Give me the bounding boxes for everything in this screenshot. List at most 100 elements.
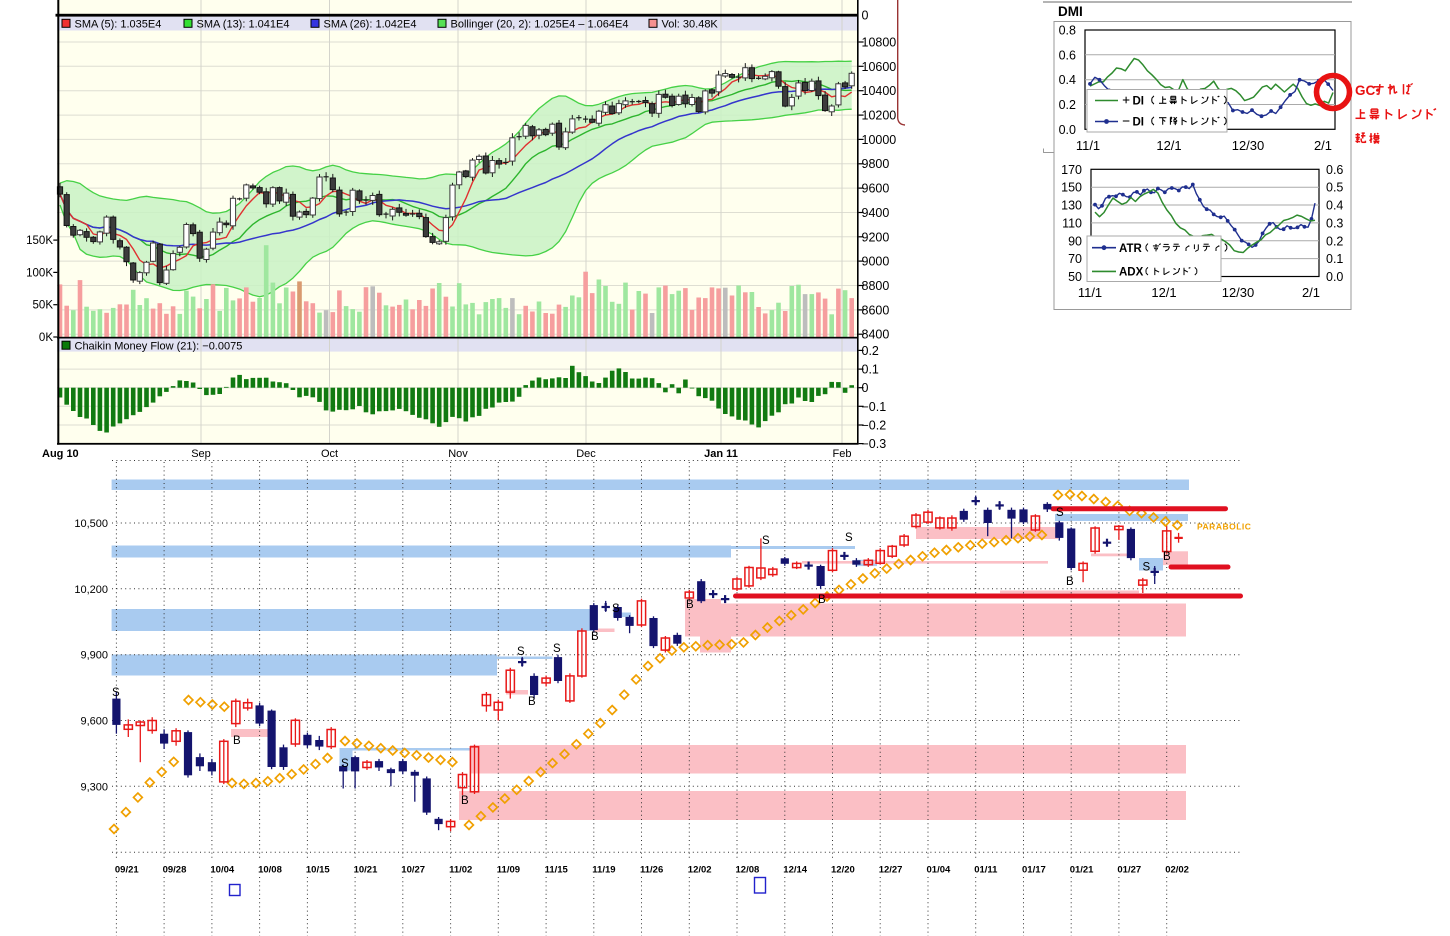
svg-text:0.0: 0.0 — [1059, 123, 1076, 137]
svg-text:0.2: 0.2 — [862, 344, 879, 358]
svg-text:B: B — [591, 631, 599, 643]
svg-text:9,300: 9,300 — [80, 781, 108, 793]
svg-text:10/15: 10/15 — [306, 865, 330, 876]
svg-text:100K: 100K — [26, 267, 53, 279]
svg-text:0.1: 0.1 — [1326, 252, 1343, 266]
svg-text:0.0: 0.0 — [1326, 270, 1343, 284]
svg-text:10400: 10400 — [862, 84, 897, 98]
svg-text:10/08: 10/08 — [258, 865, 282, 876]
svg-text:170: 170 — [1061, 163, 1082, 177]
svg-text:110: 110 — [1062, 216, 1082, 230]
svg-text:10/21: 10/21 — [354, 865, 378, 876]
svg-text:9800: 9800 — [862, 157, 890, 171]
svg-text:01/21: 01/21 — [1070, 865, 1094, 876]
svg-text:12/1: 12/1 — [1156, 138, 1181, 153]
svg-text:0.5: 0.5 — [1326, 181, 1343, 195]
svg-text:01/11: 01/11 — [974, 865, 998, 876]
svg-text:0.1: 0.1 — [862, 363, 879, 377]
svg-text:Bollinger (20, 2): 1.025E4 – 1: Bollinger (20, 2): 1.025E4 – 1.064E4 — [451, 19, 629, 31]
svg-text:0.3: 0.3 — [1326, 216, 1343, 230]
svg-text:SMA (5): 1.035E4: SMA (5): 1.035E4 — [75, 19, 162, 31]
svg-text:Vol: 30.48K: Vol: 30.48K — [662, 19, 719, 31]
svg-text:Dec: Dec — [576, 448, 596, 460]
svg-text:150: 150 — [1061, 181, 1082, 195]
svg-text:11/19: 11/19 — [592, 865, 615, 876]
svg-text:11/15: 11/15 — [545, 865, 569, 876]
svg-text:DI: DI — [1133, 96, 1145, 108]
svg-text:8800: 8800 — [862, 279, 890, 293]
svg-text:DMI: DMI — [1058, 4, 1083, 19]
svg-text:S: S — [112, 687, 120, 699]
svg-text:ATR: ATR — [1119, 243, 1142, 255]
svg-text:11/26: 11/26 — [640, 865, 663, 876]
svg-text:9,900: 9,900 — [80, 650, 108, 662]
svg-text:B: B — [1066, 576, 1074, 588]
svg-text:−0.1: −0.1 — [862, 400, 887, 414]
svg-text:11/09: 11/09 — [497, 865, 520, 876]
svg-text:0K: 0K — [39, 332, 53, 344]
svg-text:Feb: Feb — [833, 448, 852, 460]
svg-text:11/02: 11/02 — [449, 865, 472, 876]
svg-text:0: 0 — [862, 381, 869, 395]
svg-text:S: S — [612, 603, 620, 615]
svg-text:9200: 9200 — [862, 230, 890, 244]
svg-text:9,600: 9,600 — [80, 716, 108, 728]
svg-text:0.8: 0.8 — [1059, 24, 1076, 38]
svg-text:10/04: 10/04 — [210, 865, 234, 876]
svg-text:8400: 8400 — [862, 328, 890, 342]
svg-text:ADX: ADX — [1119, 267, 1144, 279]
svg-text:12/08: 12/08 — [736, 865, 760, 876]
svg-text:−0.2: −0.2 — [862, 419, 887, 433]
svg-text:2/1: 2/1 — [1314, 138, 1332, 153]
svg-text:50K: 50K — [33, 300, 54, 312]
svg-text:12/27: 12/27 — [879, 865, 903, 876]
svg-text:10,200: 10,200 — [74, 584, 108, 596]
svg-text:01/27: 01/27 — [1117, 865, 1141, 876]
svg-text:09/28: 09/28 — [163, 865, 187, 876]
svg-text:Sep: Sep — [191, 448, 211, 460]
svg-text:0.6: 0.6 — [1059, 48, 1076, 62]
svg-text:−0.3: −0.3 — [862, 437, 887, 451]
svg-text:0.2: 0.2 — [1326, 234, 1343, 248]
svg-text:12/30: 12/30 — [1222, 285, 1255, 300]
svg-text:Chaikin Money Flow (21): −0.00: Chaikin Money Flow (21): −0.0075 — [75, 341, 243, 353]
svg-text:90: 90 — [1068, 234, 1082, 248]
svg-text:S: S — [517, 646, 525, 658]
svg-text:10,500: 10,500 — [74, 518, 108, 530]
svg-text:SMA (13): 1.041E4: SMA (13): 1.041E4 — [197, 19, 290, 31]
svg-text:0.4: 0.4 — [1059, 73, 1076, 87]
svg-text:12/14: 12/14 — [783, 865, 807, 876]
svg-text:8600: 8600 — [862, 303, 890, 317]
svg-text:Nov: Nov — [448, 448, 468, 460]
svg-text:GC: GC — [1355, 83, 1376, 98]
svg-text:0.4: 0.4 — [1326, 199, 1343, 213]
svg-text:10800: 10800 — [862, 36, 897, 50]
svg-text:9600: 9600 — [862, 182, 890, 196]
svg-text:S: S — [341, 758, 349, 770]
svg-text:10000: 10000 — [862, 133, 897, 147]
svg-text:10600: 10600 — [862, 60, 897, 74]
svg-text:DI: DI — [1133, 117, 1145, 129]
svg-text:09/21: 09/21 — [115, 865, 139, 876]
svg-text:B: B — [818, 594, 826, 606]
svg-text:0: 0 — [862, 9, 869, 23]
svg-text:Jan 11: Jan 11 — [704, 448, 738, 460]
svg-text:Oct: Oct — [321, 448, 338, 460]
svg-text:12/1: 12/1 — [1151, 285, 1176, 300]
svg-text:10/27: 10/27 — [401, 865, 425, 876]
svg-text:0.6: 0.6 — [1326, 163, 1343, 177]
svg-text:2/1: 2/1 — [1302, 285, 1320, 300]
svg-text:Aug 10: Aug 10 — [42, 448, 79, 460]
svg-text:10200: 10200 — [862, 109, 897, 123]
svg-text:B: B — [686, 599, 694, 611]
svg-text:0.2: 0.2 — [1059, 98, 1076, 112]
svg-text:S: S — [762, 535, 770, 547]
svg-text:150K: 150K — [26, 235, 53, 247]
svg-text:S: S — [1143, 562, 1151, 574]
svg-text:PARABOLIC: PARABOLIC — [1197, 522, 1251, 532]
svg-text:9400: 9400 — [862, 206, 890, 220]
svg-text:S: S — [553, 643, 561, 655]
svg-text:50: 50 — [1068, 270, 1082, 284]
svg-text:70: 70 — [1068, 252, 1082, 266]
svg-text:B: B — [233, 735, 241, 747]
